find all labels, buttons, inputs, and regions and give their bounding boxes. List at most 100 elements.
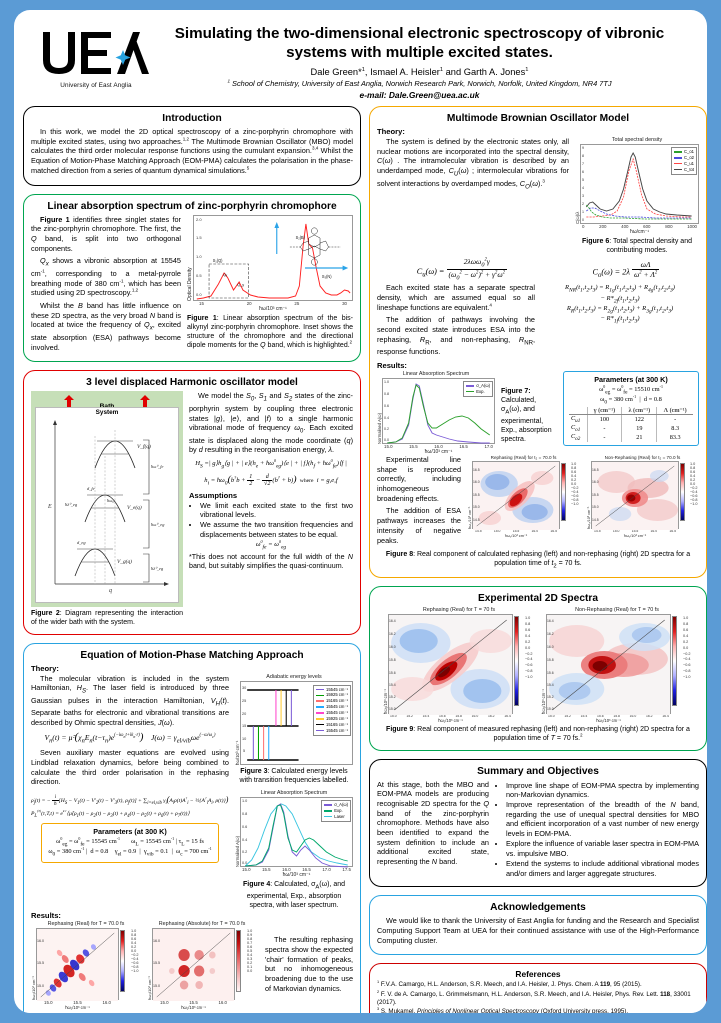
- svg-text:V_e(q): V_e(q): [127, 504, 142, 511]
- fig6-curves: [585, 151, 692, 220]
- contact-email: e-mail: Dale.Green@uea.ac.uk: [359, 90, 480, 100]
- fig8-left-cbar-ticks: 1.0 0.8 0.6 0.4 0.2 0.0 −0.2 −0.4 −0.6 −0.8 −1.0: [571, 461, 579, 506]
- svg-text:ħω₀: ħω₀: [107, 498, 114, 503]
- fig9-right-cbar-ticks: 1.0 0.8 0.6 0.4 0.2 0.0 −0.2 −0.4 −0.6 −0.8 −1.0: [683, 616, 691, 680]
- cell: -: [586, 423, 622, 433]
- fig8-right-map: [592, 461, 678, 530]
- fig9-right-title: Non-Rephasing (Real) for T = 70 fs: [575, 607, 659, 614]
- fig9-left-xticks: 15.0 15.2 15.4 15.6 15.8 16.0 16.2 16.4: [390, 714, 511, 719]
- uea-logo: University of East Anglia: [30, 24, 162, 89]
- fig5-right-xticks: 15.0 15.5 16.0: [160, 1000, 227, 1006]
- panel-summary: Summary and Objectives At this stage, bo…: [369, 758, 707, 888]
- objective-item: Improve line shape of EOM-PMA spectra by…: [506, 781, 699, 800]
- harmonic-eq1: HS =| g⟩hg⟨g | + | e⟩(he + ħω0eg)⟨e | + …: [195, 458, 347, 470]
- mbo-p4: Experimental line shape is reproduced co…: [377, 454, 461, 503]
- fig7-caption-body: Calculated, σA(ω), and experimental, Exp…: [501, 397, 552, 444]
- fig5-left-title: Rephasing (Real) for T = 70.0 fs: [47, 921, 125, 928]
- poster-title: Simulating the two-dimensional electroni…: [174, 25, 665, 61]
- fig5-right-plot: 16.0 15.5 15.0: [152, 928, 235, 1002]
- reference-item: 1 F.V.A. Camargo, H.L. Anderson, S.R. Me…: [377, 980, 642, 989]
- mbo-equations: Cu(ω) = 2λωω02γ (ω02 − ω2)2 + γ2ω2 Co(ω) …: [377, 255, 699, 283]
- fig1-xticks: 15 20 25 30: [199, 300, 347, 306]
- col-Lambda: Λ (cm⁻¹): [656, 406, 693, 415]
- summary-paragraph: At this stage, both the MBO and EOM-PMA …: [377, 779, 489, 867]
- mbo-results-label: Results:: [377, 360, 407, 370]
- legend-item: 15545 cm⁻¹: [316, 710, 348, 716]
- eompma-top: The molecular vibration is included in t…: [31, 674, 353, 791]
- fig9-right: Non-Rephasing (Real) for T = 70 fs ħω₃/1…: [541, 607, 693, 723]
- fig5-left-xticks: 15.0 15.5 16.0: [44, 1000, 111, 1006]
- mbo-params-row1: ω0eg = ω0fe = 15510 cm-1: [599, 383, 663, 396]
- col-gamma: γ (cm⁻¹): [586, 406, 622, 415]
- fig6-xticks: 0 200 400 600 800 1000: [582, 224, 697, 229]
- panel-introduction: Introduction In this work, we model the …: [23, 106, 361, 186]
- fig8-left: Rephasing (Real) for t₂ = 70.0 fs ħω₃/10…: [467, 455, 580, 548]
- mbo-response-eqs: RNR(t1,t2,t3) = R1g(t1,t2,t3) + R4g(t1,t…: [541, 283, 699, 360]
- fig4-xlabel: ħω/10³ cm⁻¹: [282, 872, 311, 878]
- logo-caption: University of East Anglia: [60, 82, 132, 89]
- table-row: Co2 - 21 83.3: [569, 432, 693, 443]
- figure-3: Adiabatic energy levels ħω/10³ cm⁻¹: [235, 674, 353, 791]
- legend-item: Laser: [324, 814, 348, 820]
- fig1-curve: S₁(Q) Qₓ Q_y S₂(B) S₃(N): [196, 221, 351, 300]
- mbo-parameters: Parameters (at 300 K) ω0eg = ω0fe = 1551…: [563, 370, 699, 455]
- objective-item: Extend the systems to include additional…: [506, 859, 699, 878]
- cell: 21: [621, 432, 657, 443]
- cell: 100: [586, 414, 622, 424]
- harmonic-content: Bath System: [31, 391, 353, 627]
- fig9-right-xlabel: ħω₁/10³ cm⁻¹: [596, 718, 621, 724]
- figure-4: Linear Absorption Spectrum Normalised A(…: [235, 790, 353, 910]
- cell: 8.3: [656, 423, 693, 433]
- linear-p3: Whilst the B band has little influence o…: [31, 300, 182, 352]
- eompma-p2: Seven auxiliary master equations are evo…: [31, 748, 229, 787]
- mbo-eq-Rnr: RNR(t1,t2,t3) = R1g(t1,t2,t3) + R4g(t1,t…: [565, 284, 675, 294]
- svg-text:S₃(N): S₃(N): [322, 273, 332, 278]
- fig4-legend: σ_A(ω) Exp. Laser: [321, 800, 351, 822]
- cell: 19: [621, 423, 657, 433]
- left-column: Introduction In this work, we model the …: [23, 106, 361, 1013]
- legend-item: Exp.: [466, 389, 490, 395]
- mbo-eq-Rnr-b: − R*2f(t1,t2,t3): [600, 294, 640, 304]
- eompma-parameters: Parameters (at 300 K) ω0eg = ω0fe = 1554…: [41, 823, 219, 863]
- fig9-left-xlabel: ħω₁/10³ cm⁻¹: [438, 718, 463, 724]
- eompma-theory-text: The molecular vibration is included in t…: [31, 674, 229, 791]
- fig3-levels: [247, 688, 299, 761]
- svg-text:S₂(B): S₂(B): [296, 234, 306, 239]
- legend-item: Exp.: [324, 808, 348, 814]
- fig5-left-xlabel: ħω₁/10³ cm⁻¹: [65, 1005, 90, 1011]
- fig4-plot: 1.0 0.8 0.6 0.4 0.2 0.0 σ_A(ω) Exp.: [240, 797, 353, 868]
- legend-item: 15545 cm⁻¹: [316, 728, 348, 734]
- eompma-eq1: Vn(t) = µ̂·(χnEn(t−τn)e(−iωnt+ikn·r)) J(…: [44, 731, 216, 745]
- fig8-right-title: Non-Rephasing (Real) for t₂ = 70.0 fs: [604, 454, 681, 460]
- fig5-left-plot: 16.0 15.5 15.0: [36, 928, 119, 1002]
- svg-text:ħλ⁰_eg: ħλ⁰_eg: [65, 502, 78, 507]
- fig8-left-xticks: 14.5 15.0 15.5 16.0 16.5: [475, 528, 557, 533]
- figure-7-caption: Figure 7: Calculated, σA(ω), and experim…: [501, 371, 557, 455]
- fig5-right-xlabel: ħω₁/10³ cm⁻¹: [181, 1005, 206, 1011]
- legend-item: C_tot: [673, 167, 694, 173]
- fig7-xticks: 15.0 15.5 16.0 16.5 17.0: [384, 443, 493, 449]
- harmonic-title: 3 level displaced Harmonic oscillator mo…: [86, 377, 298, 389]
- figure-2: Bath System: [31, 391, 183, 627]
- potential-surfaces: E q V_g(q) d_eg: [47, 420, 169, 594]
- bath-arrows-icon: [64, 395, 150, 408]
- col-lambda: λ (cm⁻¹): [621, 406, 657, 415]
- fig8-left-map: [473, 461, 559, 530]
- svg-text:V_g(q): V_g(q): [117, 558, 132, 565]
- eompma-eq3: ρ̇j(t) = − i ħ [HS − V1(t) − V′2(t) − V′3(…: [31, 794, 229, 807]
- references-title: References: [515, 969, 561, 980]
- panel-harmonic-oscillator: 3 level displaced Harmonic oscillator mo…: [23, 370, 361, 635]
- svg-text:Q_y: Q_y: [237, 281, 244, 286]
- eompma-params-row1: ω0eg = ω0fe = 15545 cm-1 ωL = 15545 cm-1…: [56, 835, 204, 848]
- legend-item: 15545 cm⁻¹: [316, 704, 348, 710]
- fig9-left-map: [389, 615, 512, 716]
- fig7-legend: σ_A(ω) Exp.: [463, 380, 493, 397]
- summary-objectives: Improve line shape of EOM-PMA spectra by…: [495, 780, 699, 881]
- fig7-caption-title: Figure 7:: [501, 387, 531, 395]
- svg-text:d_fe: d_fe: [87, 486, 95, 491]
- legend-item: C_o1: [673, 149, 694, 155]
- linear-title: Linear absorption spectrum of zinc-porph…: [47, 200, 337, 212]
- cell: -: [656, 414, 693, 424]
- eompma-p1: The molecular vibration is included in t…: [31, 673, 229, 727]
- mbo-p2: Each excited state has a separate spectr…: [377, 283, 535, 312]
